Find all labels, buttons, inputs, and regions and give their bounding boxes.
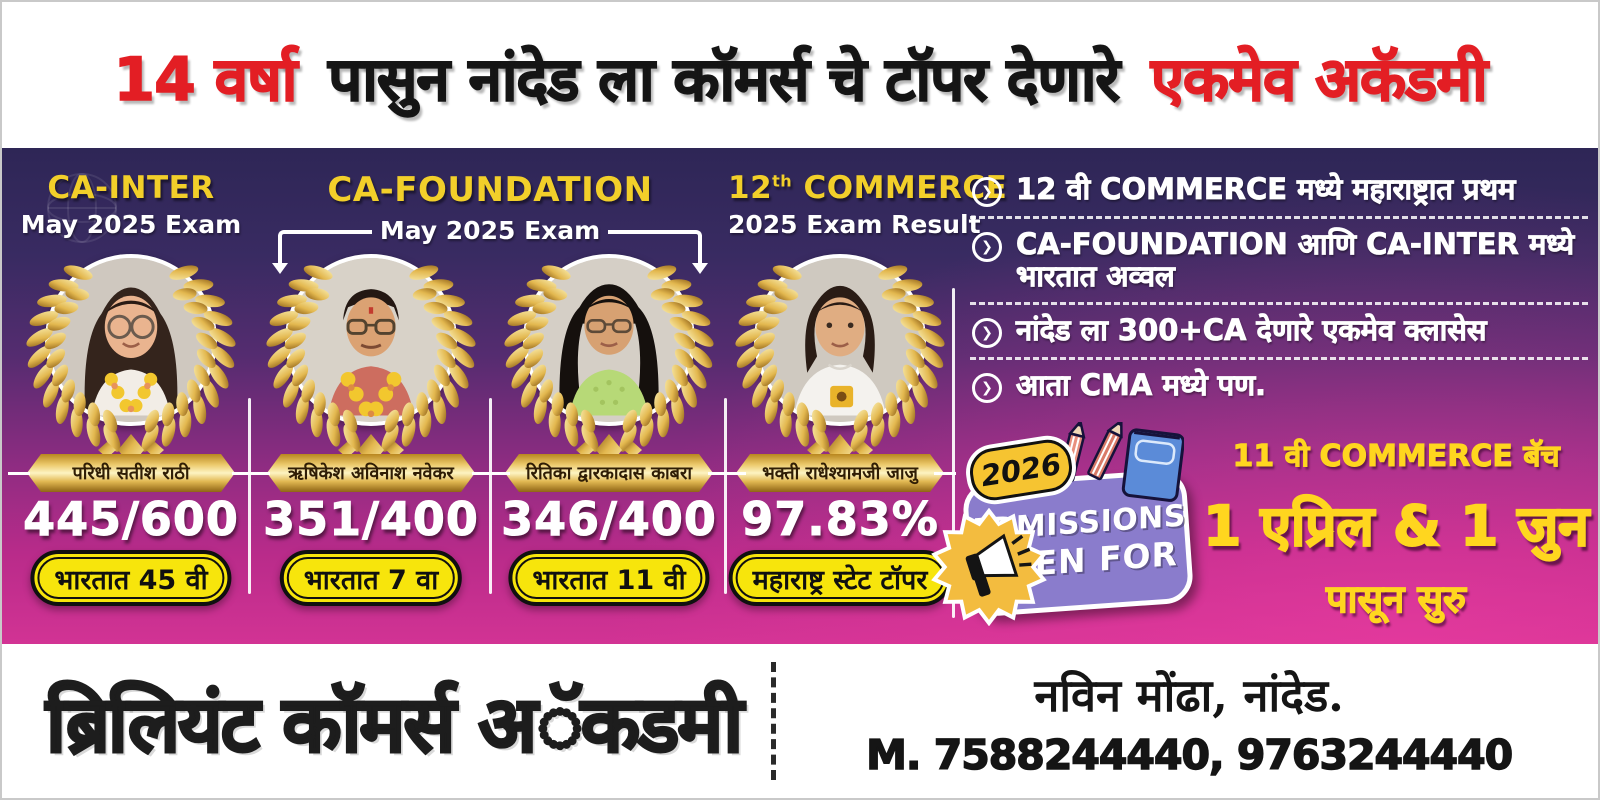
student-score: 445/600 <box>23 492 239 547</box>
exam-subtitle: May 2025 Exam <box>20 210 242 239</box>
avatar-girl-glasses-garland <box>49 258 213 422</box>
batch-name: 11 वी COMMERCE बॅच <box>1232 439 1560 475</box>
rank-badge: भारतात 7 वा <box>279 550 463 606</box>
highlight-text: आता CMA मध्ये पण. <box>1016 367 1267 402</box>
exam-title-sup: th <box>772 171 793 191</box>
ca-foundation-subtitle: May 2025 Exam <box>379 216 601 245</box>
column-divider <box>489 398 492 594</box>
student-name-ribbon: परिधी सतीश राठी <box>27 454 235 492</box>
ribbon-dash-right <box>934 472 956 475</box>
megaphone-starburst-icon <box>931 508 1047 626</box>
ca-foundation-title: CA-FOUNDATION <box>327 170 653 210</box>
student-photo-frame <box>259 244 483 474</box>
footer-dashed-divider <box>771 662 777 780</box>
laurel-wreath <box>504 265 714 466</box>
chevron-circle-icon: ❯ <box>972 372 1002 403</box>
student-card-ca-foundation-2: रितिका द्वारकादास काबरा 346/400 भारतात 1… <box>488 148 730 644</box>
academy-name: ब्रिलियंट कॉमर्स अॅकडमी <box>45 679 745 771</box>
batch-start-text: पासून सुरु <box>1325 576 1466 621</box>
ribbon-dash-left <box>8 472 30 475</box>
rank-badge: महाराष्ट्र स्टेट टॉपर <box>728 550 952 606</box>
column-divider <box>952 288 955 618</box>
footer-band: ब्रिलियंट कॉमर्स अॅकडमी नविन मोंढा, नांद… <box>8 650 1592 792</box>
ribbon-dash-left <box>488 472 510 475</box>
chevron-circle-icon: ❯ <box>972 177 1002 207</box>
ca-foundation-bracket: May 2025 Exam <box>272 214 708 274</box>
ribbon-dash-left <box>248 472 270 475</box>
highlights-list: ❯ 12 वी COMMERCE मध्ये महाराष्ट्रात प्रथ… <box>970 164 1588 412</box>
highlight-text: 12 वी COMMERCE मध्ये महाराष्ट्रात प्रथम <box>1016 172 1516 206</box>
headline-middle: पासुन नांदेड ला कॉमर्स चे टॉपर देणारे <box>327 44 1120 116</box>
laurel-wreath <box>26 265 236 466</box>
exam-title-number: 12 <box>728 170 773 206</box>
ribbon-dash-left <box>724 472 746 475</box>
highlight-item: ❯ नांदेड ला 300+CA देणारे एकमेव क्लासेस <box>970 301 1588 357</box>
batch-schedule: 11 वी COMMERCE बॅच 1 एप्रिल & 1 जुन पासू… <box>1200 434 1592 624</box>
student-photo-frame <box>497 244 721 474</box>
student-name-ribbon: भक्ती राधेश्यामजी जाजु <box>736 454 944 492</box>
academy-phone: M. 7588244440, 9763244440 <box>865 730 1514 780</box>
student-name-ribbon: रितिका द्वारकादास काबरा <box>505 454 713 492</box>
student-score: 97.83% <box>741 492 939 547</box>
highlight-text: नांदेड ला 300+CA देणारे एकमेव क्लासेस <box>1016 312 1487 347</box>
footer-contact: नविन मोंढा, नांदेड. M. 7588244440, 97632… <box>802 664 1592 780</box>
chevron-circle-icon: ❯ <box>972 317 1002 348</box>
student-photo-frame <box>19 244 243 474</box>
highlight-text: CA-FOUNDATION आणि CA-INTER मध्ये भारतात … <box>1016 227 1575 294</box>
bracket-arrow-left <box>272 230 372 274</box>
exam-title: CA-INTER <box>47 170 215 206</box>
student-card-12th-commerce: 12th COMMERCE 2025 Exam Result <box>724 148 1007 644</box>
laurel-wreath <box>735 265 945 466</box>
headline: 14 वर्षा पासुन नांदेड ला कॉमर्स चे टॉपर … <box>101 36 1498 118</box>
decor-lines-left <box>1226 576 1312 620</box>
academy-address: नविन मोंढा, नांदेड. <box>1034 668 1344 722</box>
bracket-arrow-right <box>608 230 708 274</box>
batch-start: पासून सुरु <box>1200 572 1592 624</box>
admissions-sticker: ADMISSIONS OPEN FOR 2026 <box>931 422 1198 630</box>
ribbon-dash-right <box>472 472 494 475</box>
ribbon-dash-right <box>232 472 254 475</box>
highlight-item: ❯ आता CMA मध्ये पण. <box>970 356 1588 412</box>
headline-academy: एकमेव अकॅडमी <box>1150 44 1488 116</box>
batch-dates: 1 एप्रिल & 1 जुन <box>1202 493 1590 559</box>
headline-years: 14 वर्षा <box>113 44 298 116</box>
exam-subtitle: 2025 Exam Result <box>728 210 981 239</box>
exam-title: 12th COMMERCE <box>728 170 1007 206</box>
student-score: 346/400 <box>501 492 717 547</box>
rank-badge: भारतात 11 वी <box>508 550 710 606</box>
chevron-circle-icon: ❯ <box>972 232 1002 262</box>
highlight-item: ❯ 12 वी COMMERCE मध्ये महाराष्ट्रात प्रथ… <box>970 164 1588 216</box>
student-photo-frame <box>728 244 952 474</box>
student-name-ribbon: ऋषिकेश अविनाश नवेकर <box>267 454 475 492</box>
ribbon-dash-right <box>708 472 730 475</box>
ca-foundation-header: CA-FOUNDATION May 2025 Exam <box>260 148 720 278</box>
rank-badge: भारतात 45 वी <box>30 550 232 606</box>
highlight-item: ❯ CA-FOUNDATION आणि CA-INTER मध्ये भारता… <box>970 216 1588 302</box>
student-card-ca-inter: CA-INTER May 2025 Exam <box>8 148 254 644</box>
results-panel: CA-FOUNDATION May 2025 Exam CA-INTER May… <box>2 148 1598 644</box>
student-score: 351/400 <box>263 492 479 547</box>
headline-band: 14 वर्षा पासुन नांदेड ला कॉमर्स चे टॉपर … <box>8 8 1592 146</box>
column-divider <box>248 398 251 594</box>
highlights-panel: ❯ 12 वी COMMERCE मध्ये महाराष्ट्रात प्रथ… <box>931 148 1592 644</box>
laurel-wreath <box>266 265 476 466</box>
column-divider <box>724 398 727 594</box>
student-card-ca-foundation-1: ऋषिकेश अविनाश नवेकर 351/400 भारतात 7 वा <box>248 148 494 644</box>
